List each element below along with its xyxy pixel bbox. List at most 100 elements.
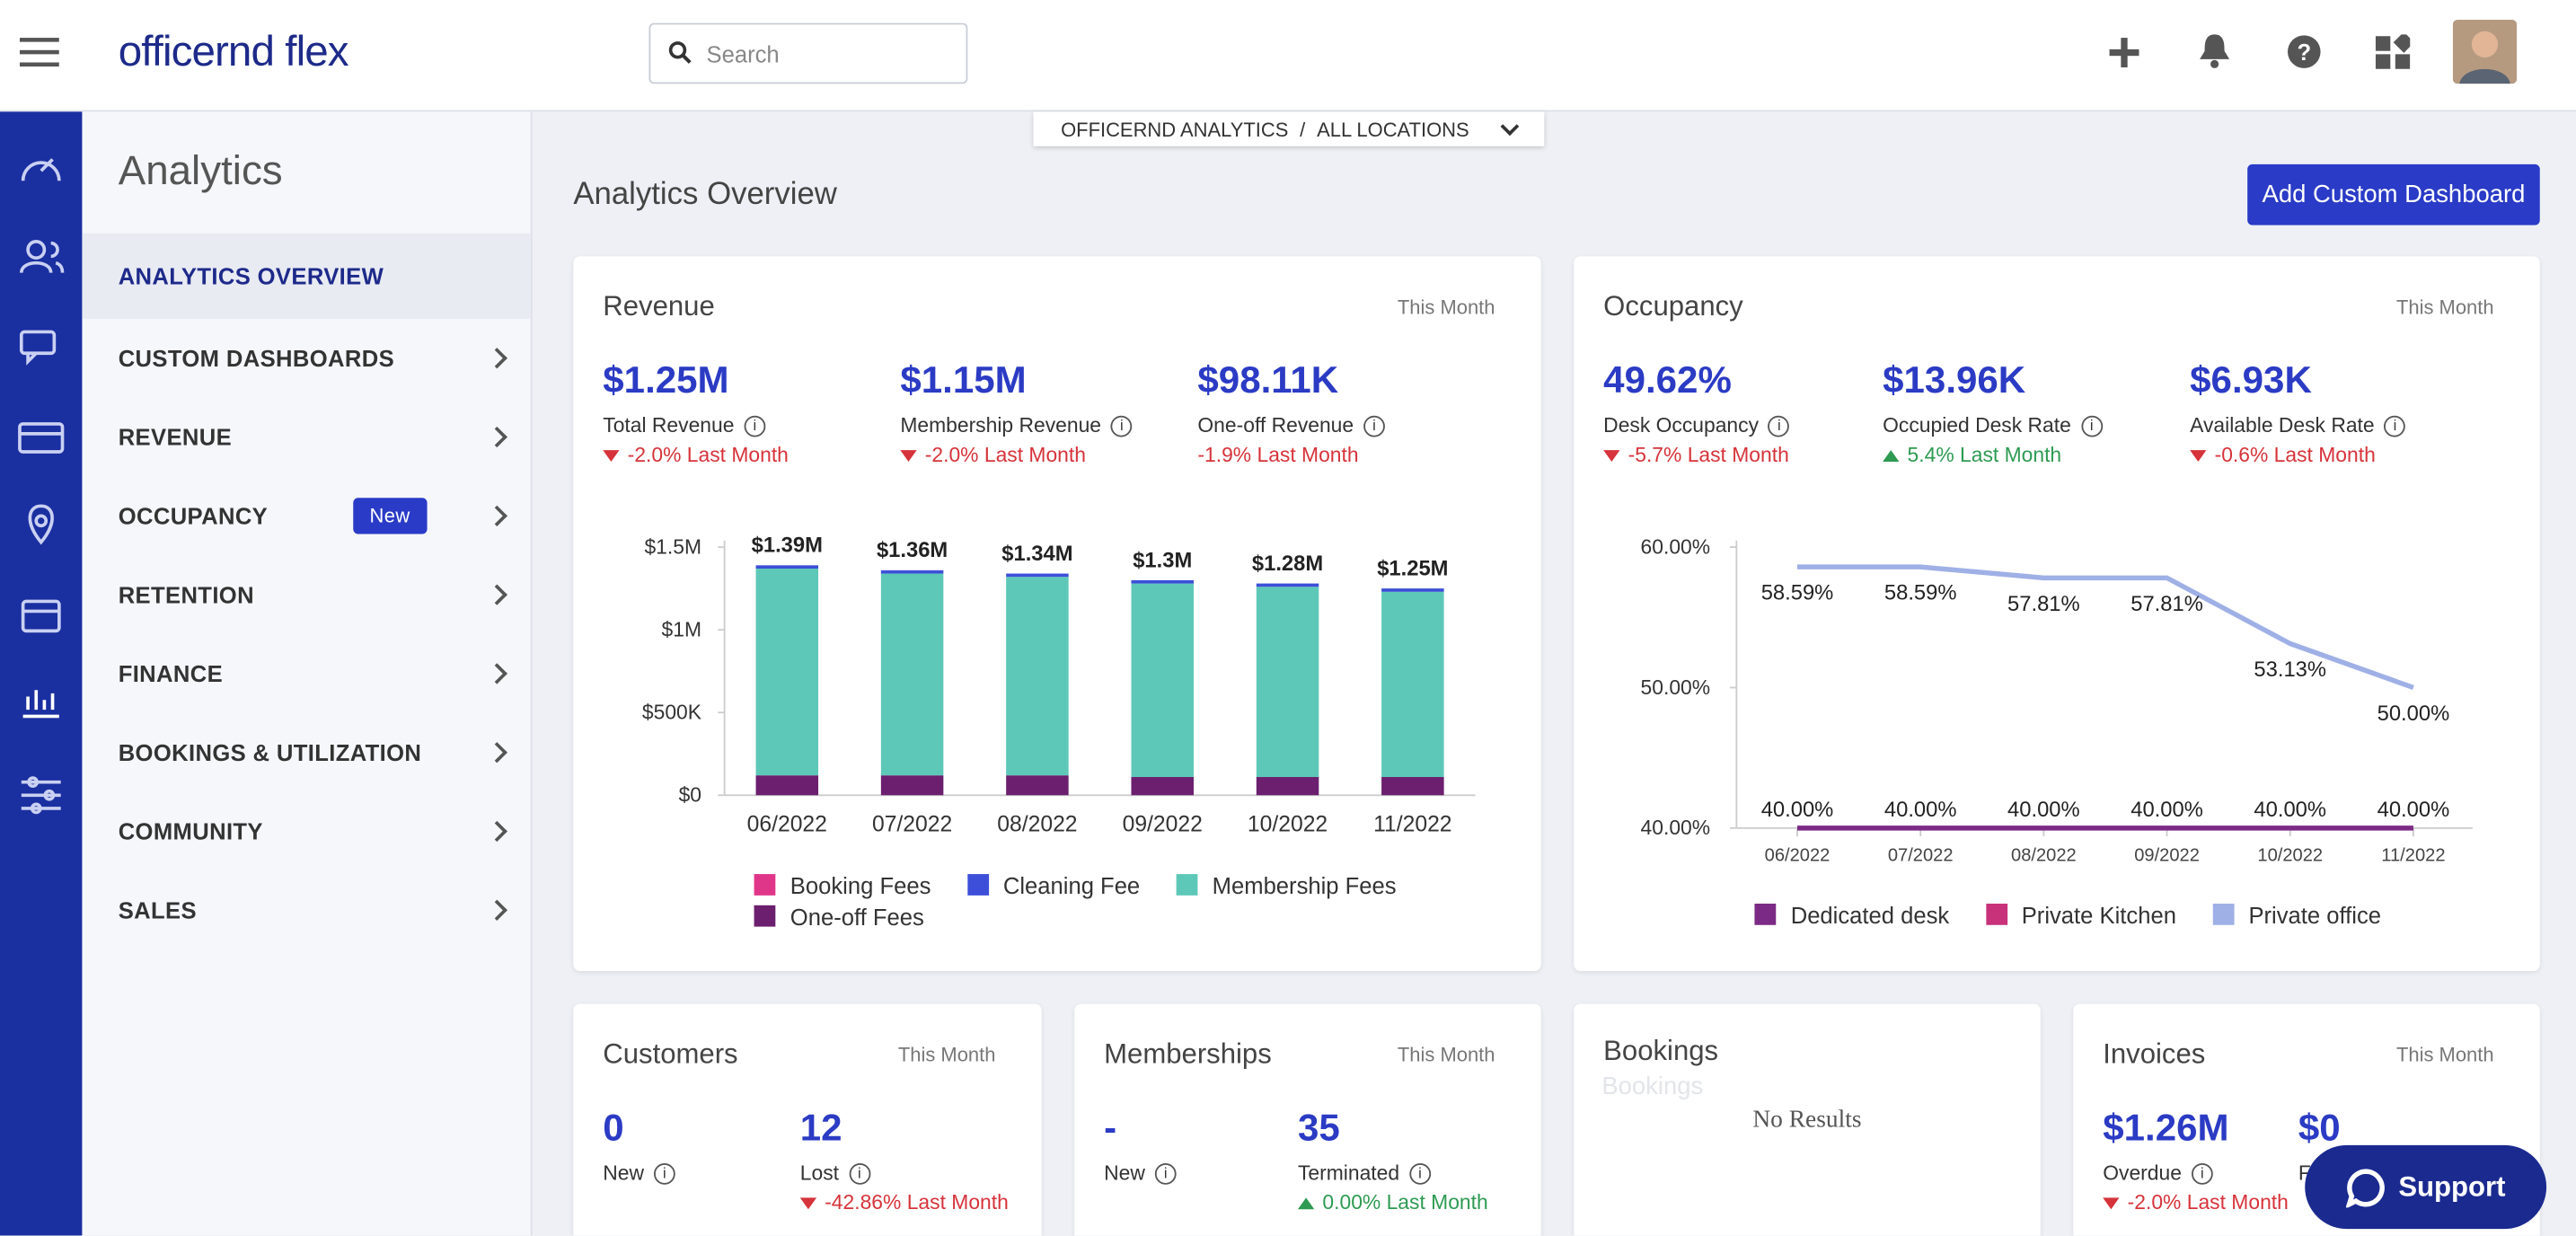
kpi-value: $98.11K (1197, 358, 1339, 402)
legend-swatch (754, 905, 776, 927)
data-label: 58.59% (1884, 581, 1957, 605)
x-tick-label: 07/2022 (1888, 845, 1954, 865)
memberships-card: Memberships This Month - New i 35 Terminated i 0… (1074, 1003, 1541, 1236)
sidebar-menu: ANALYTICS OVERVIEW CUSTOM DASHBOARDS REVEN… (82, 233, 531, 949)
legend-item: Private office (2212, 899, 2381, 931)
legend-swatch (1754, 903, 1777, 925)
info-icon[interactable]: i (1768, 414, 1790, 437)
menu-item[interactable]: FINANCE (82, 634, 530, 713)
trend-arrow (2190, 449, 2207, 462)
menu-item[interactable]: REVENUE (82, 398, 530, 477)
info-icon[interactable]: i (744, 414, 766, 437)
help-icon[interactable]: ? (2287, 34, 2321, 68)
add-dashboard-button[interactable]: Add Custom Dashboard (2247, 163, 2540, 225)
menu-item[interactable]: CUSTOM DASHBOARDS (82, 319, 530, 398)
card-period: This Month (2395, 296, 2494, 319)
x-tick-label: 11/2022 (1373, 813, 1451, 837)
notifications-icon[interactable] (2198, 33, 2231, 69)
bar-segment (880, 569, 944, 574)
info-icon[interactable]: i (1111, 414, 1133, 437)
y-tick-label: 60.00% (1641, 534, 1711, 558)
info-icon[interactable]: i (848, 1162, 870, 1184)
kpi-change: -42.86% Last Month (799, 1191, 1042, 1214)
bar-segment (1256, 587, 1319, 778)
kpi-label-text: Desk Occupancy (1603, 413, 1760, 437)
kpi: 35 Terminated i 0.00% Last Month (1297, 1106, 1541, 1214)
menu-item[interactable]: ANALYTICS OVERVIEW (82, 233, 531, 319)
kpi-value: $1.15M (900, 358, 1027, 402)
kpi-change: -2.0% Last Month (2103, 1191, 2298, 1214)
kpi-value: $0 (2298, 1105, 2341, 1149)
data-label: 53.13% (2254, 658, 2326, 682)
kpi: $1.15M Membership Revenue i -2.0% Last Mont… (900, 358, 1197, 466)
kpi-label: New i (603, 1161, 799, 1185)
menu-item[interactable]: RETENTION (82, 555, 530, 634)
menu-label: ANALYTICS OVERVIEW (118, 262, 384, 289)
dropdown-arrow[interactable] (1501, 116, 1520, 136)
x-tick-label: 08/2022 (2011, 845, 2077, 865)
bar-segment (1006, 573, 1069, 578)
trend-arrow (1297, 1196, 1315, 1209)
kpi: $13.96K Occupied Desk Rate i 5.4% Last Mont… (1883, 358, 2190, 466)
kpi-label: Available Desk Rate i (2190, 414, 2497, 437)
info-icon[interactable]: i (2191, 1162, 2213, 1184)
x-tick-label: 06/2022 (1765, 845, 1831, 865)
menu-item[interactable]: COMMUNITY (82, 792, 530, 871)
kpi-change: -2.0% Last Month (900, 444, 1197, 466)
bar-segment (755, 569, 819, 776)
menu-label: RETENTION (118, 581, 254, 608)
kpi-value: $1.25M (603, 358, 729, 402)
chevron (486, 505, 507, 526)
support-button[interactable]: Support (2305, 1144, 2547, 1230)
y-tick-label: $500K (642, 701, 701, 724)
x-tick-label: 10/2022 (1248, 813, 1328, 837)
apps-icon[interactable] (2375, 34, 2411, 69)
info-icon[interactable]: i (654, 1162, 675, 1184)
info-icon[interactable]: i (2080, 414, 2103, 437)
page-title: Analytics Overview (573, 177, 837, 212)
add-icon[interactable] (2108, 36, 2141, 69)
legend-swatch (754, 874, 776, 896)
kpi-label: Lost i (800, 1161, 1042, 1185)
kpi-change: -1.9% Last Month (1197, 444, 1495, 467)
x-tick-label: 10/2022 (2257, 845, 2323, 865)
data-label: 40.00% (1761, 798, 1834, 822)
search-placeholder: Search (706, 40, 780, 67)
kpi-label: Terminated i (1298, 1161, 1541, 1185)
kpi: $1.26M Overdue i -2.0% Last Month (2103, 1106, 2298, 1214)
data-label: 58.59% (1761, 581, 1834, 605)
menu-item[interactable]: SALES (82, 870, 530, 949)
card-subtitle: Bookings (1601, 1073, 1704, 1101)
search-box[interactable]: Search (648, 22, 968, 84)
menu-item[interactable]: OCCUPANCY New (82, 476, 530, 555)
kpi-value: - (1104, 1105, 1117, 1149)
menu-icon[interactable] (19, 36, 59, 69)
info-icon[interactable]: i (1154, 1162, 1177, 1184)
kpi-label-text: Occupied Desk Rate (1883, 413, 2071, 437)
info-icon[interactable]: i (2384, 414, 2406, 437)
icon-rail (0, 111, 83, 1236)
info-icon[interactable]: i (1409, 1162, 1431, 1184)
bar-segment (755, 565, 819, 569)
legend-label: Private Kitchen (2021, 901, 2176, 928)
user-avatar[interactable] (2452, 19, 2518, 84)
bar-segment (1131, 583, 1194, 778)
bar-total-label: $1.28M (1252, 552, 1323, 576)
chevron (486, 742, 507, 764)
bar-total-label: $1.3M (1133, 548, 1192, 572)
kpi-label: Total Revenue i (603, 414, 900, 437)
kpi-change: 5.4% Last Month (1883, 444, 2190, 466)
trend-arrow (799, 1196, 817, 1209)
info-icon[interactable]: i (1363, 414, 1385, 437)
breadcrumb-item[interactable]: ALL LOCATIONS (1317, 117, 1469, 141)
chevron (486, 348, 507, 369)
breadcrumb[interactable]: OFFICERND ANALYTICS / ALL LOCATIONS (1033, 111, 1545, 146)
breadcrumb-item[interactable]: OFFICERND ANALYTICS (1061, 117, 1289, 141)
menu-item[interactable]: BOOKINGS & UTILIZATION (82, 713, 530, 792)
logo[interactable]: officernd flex (118, 26, 349, 76)
y-tick-label: 40.00% (1641, 816, 1711, 839)
kpi-label-text: Overdue (2103, 1161, 2182, 1185)
breadcrumb-separator: / (1300, 117, 1306, 141)
kpi-label-text: Total Revenue (603, 413, 735, 437)
